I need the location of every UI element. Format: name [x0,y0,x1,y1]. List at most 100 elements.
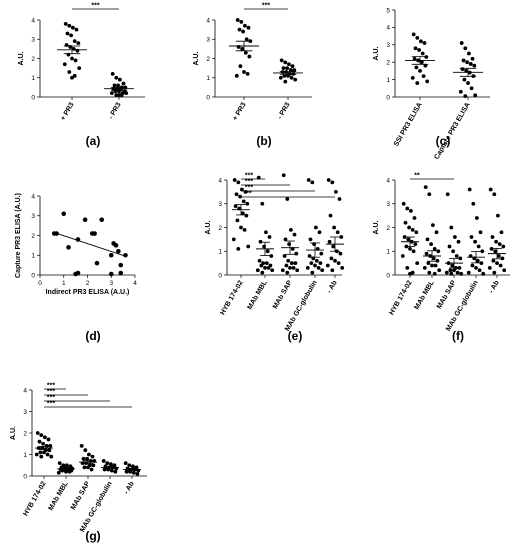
data-point [113,469,118,474]
data-point [456,239,461,244]
data-point [37,439,42,444]
data-point [41,441,45,446]
y-tick-label: 3 [386,201,390,208]
data-point [65,31,70,36]
data-point [260,201,265,206]
data-point [281,66,286,71]
data-point [92,231,97,236]
data-point [89,467,94,472]
data-point [112,83,117,88]
data-point [114,75,119,80]
data-point [119,93,124,97]
data-point [491,258,496,263]
data-point [423,185,428,190]
data-point [285,270,290,275]
data-point [94,260,100,266]
data-point [472,63,477,68]
data-point [463,94,468,99]
data-point [411,32,416,37]
data-point [413,46,418,51]
data-point [109,462,113,467]
data-point [47,448,52,453]
data-point [424,251,429,256]
data-point [244,213,249,218]
category-label: HYB 174-02 [22,480,47,517]
data-point [447,244,452,249]
data-point [309,261,314,266]
data-point [475,258,480,263]
data-point [326,178,331,182]
y-tick-label: 3 [31,37,35,44]
significance-label: ** [414,173,420,180]
data-point [61,211,67,217]
data-point [116,249,121,254]
data-point [469,235,474,239]
data-point [466,270,471,275]
data-point [427,270,432,275]
data-point [113,243,119,248]
data-point [318,261,323,266]
data-point [99,217,105,222]
data-point [240,187,244,192]
data-point [282,254,287,258]
y-tick-label: 2 [386,225,390,232]
data-point [473,93,478,98]
data-point [337,197,342,201]
data-point [293,261,298,266]
data-point [263,265,267,270]
data-point [238,64,243,69]
panel-label: (g) [85,529,100,543]
y-tick-label: 2 [31,233,35,240]
y-tick-label: 1 [23,452,27,459]
y-tick-label: 3 [206,37,210,44]
data-point [242,70,246,74]
data-point [432,246,437,251]
data-point [234,192,239,197]
data-point [67,469,72,474]
data-point [243,23,247,28]
data-point [109,91,114,96]
category-label: + PR3 [60,101,76,122]
data-point [405,265,410,270]
data-point [242,227,247,232]
data-point [426,261,431,266]
data-point [458,89,463,94]
data-point [494,239,498,244]
data-point [306,178,311,182]
data-point [286,73,290,78]
significance-label: *** [245,185,253,192]
data-point [319,251,324,256]
data-point [458,256,463,261]
panel-label: (c) [436,134,451,148]
data-point [409,208,413,213]
data-point [283,79,288,84]
data-point [70,75,74,80]
data-point [329,256,334,261]
data-point [421,74,426,79]
data-point [101,459,106,463]
data-point [413,242,418,247]
data-point [245,72,250,76]
data-point [239,225,243,230]
data-point [237,27,242,32]
data-point [433,263,438,268]
data-point [246,244,251,249]
y-tick-label: 1 [31,75,35,82]
data-point [415,35,420,40]
data-point [70,56,74,61]
data-point [42,450,46,455]
data-point [431,256,436,261]
data-point [118,262,124,268]
data-point [259,263,264,268]
data-point [124,91,129,96]
y-tick-label: 4 [386,177,390,184]
data-point [406,237,411,242]
y-axis-label: A.U. [373,46,380,60]
data-point [335,230,340,235]
data-point [108,252,114,258]
data-point [476,244,481,249]
significance-label: *** [245,179,253,186]
data-point [289,227,293,232]
